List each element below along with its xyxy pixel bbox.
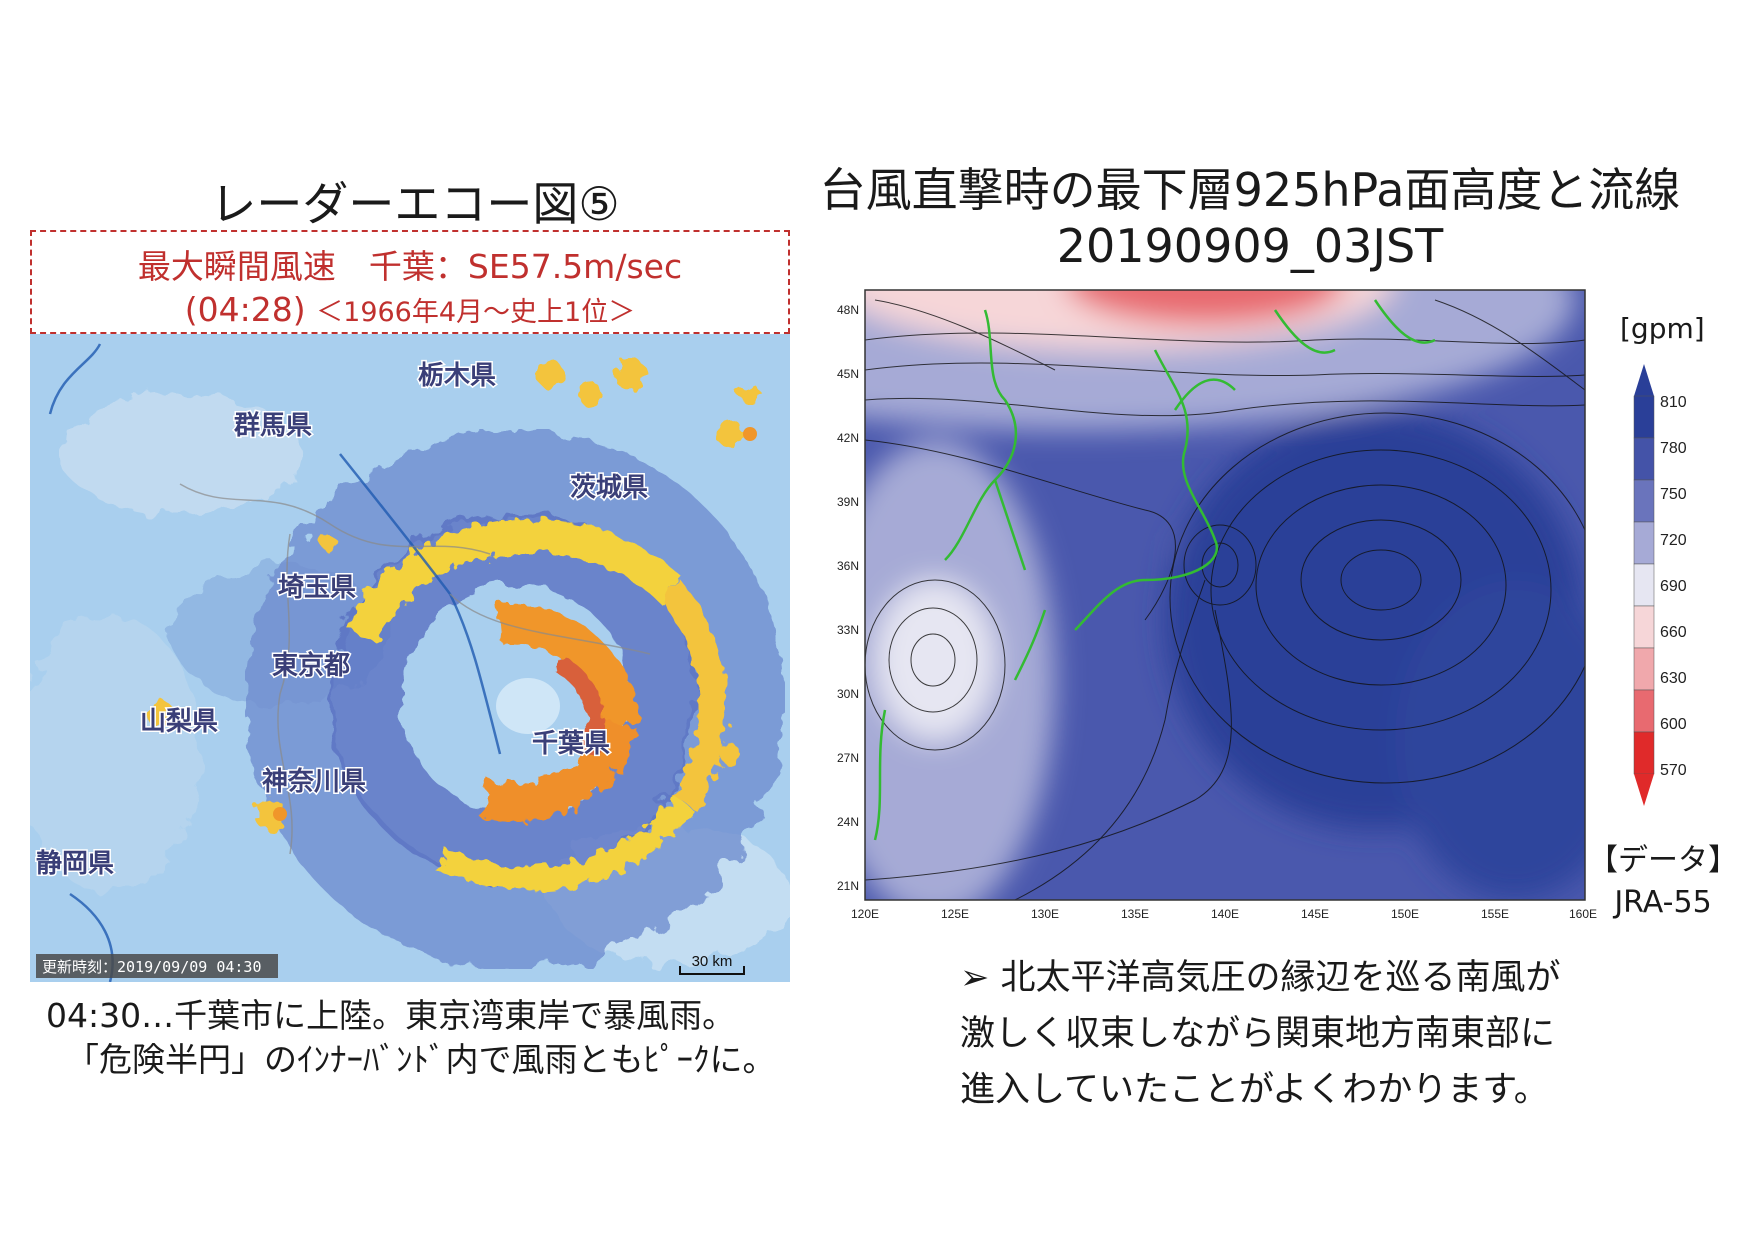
pref-label: 埼玉県 <box>278 572 356 602</box>
lat-tick: 39N <box>837 495 859 509</box>
lon-tick: 150E <box>1391 907 1419 921</box>
lat-tick: 30N <box>837 687 859 701</box>
lat-tick: 48N <box>837 303 859 317</box>
streamline-title-line1: 台風直撃時の最下層925hPa面高度と流線 <box>819 163 1681 217</box>
streamline-title: 台風直撃時の最下層925hPa面高度と流線 20190909_03JST <box>770 162 1730 274</box>
lon-tick: 160E <box>1569 907 1597 921</box>
max-gust-box: 最大瞬間風速 千葉：SE57.5m/sec (04:28) ＜1966年4月～史… <box>30 230 790 334</box>
colorbar-level: 720 <box>1660 532 1687 549</box>
lon-tick: 145E <box>1301 907 1329 921</box>
radar-caption: 04:30…千葉市に上陸。東京湾東岸で暴風雨。 「危険半円」のｲﾝﾅｰﾊﾞﾝﾄﾞ… <box>46 994 776 1082</box>
pref-label: 茨城県 <box>570 472 648 502</box>
colorbar-level: 600 <box>1660 716 1687 733</box>
colorbar-level: 660 <box>1660 624 1687 641</box>
colorbar-unit: [gpm] <box>1620 312 1705 345</box>
colorbar-segment <box>1633 521 1655 565</box>
lon-tick: 155E <box>1481 907 1509 921</box>
colorbar-top-arrow <box>1634 364 1654 396</box>
data-source-label: 【データ】 <box>1588 843 1738 878</box>
colorbar-level: 780 <box>1660 440 1687 457</box>
colorbar-level: 690 <box>1660 578 1687 595</box>
pref-label: 神奈川県 <box>262 766 366 796</box>
bullet-icon: ➢ <box>960 958 990 998</box>
radar-echo-map: 栃木県 群馬県 茨城県 埼玉県 東京都 千葉県 山梨県 神奈川県 静岡県 更新時… <box>30 334 790 982</box>
colorbar: 810 780 750 720 690 660 630 600 570 <box>1633 364 1687 806</box>
pref-label: 東京都 <box>272 650 350 680</box>
lon-tick: 140E <box>1211 907 1239 921</box>
colorbar-segment <box>1633 731 1655 775</box>
lat-tick: 21N <box>837 879 859 893</box>
colorbar-segment <box>1633 563 1655 607</box>
pref-label: 栃木県 <box>418 360 496 390</box>
colorbar-bottom-arrow <box>1634 774 1654 806</box>
pref-label: 群馬県 <box>233 410 312 440</box>
pref-label: 千葉県 <box>532 728 610 758</box>
caption-line: 進入していたことがよくわかります。 <box>960 1070 1549 1110</box>
pref-label: 山梨県 <box>140 706 218 736</box>
caption-text: 北太平洋高気圧の縁辺を巡る南風が <box>1000 958 1561 998</box>
pref-label: 静岡県 <box>36 848 114 878</box>
lon-tick: 120E <box>851 907 879 921</box>
colorbar-level: 630 <box>1660 670 1687 687</box>
lon-tick: 125E <box>941 907 969 921</box>
lon-tick: 130E <box>1031 907 1059 921</box>
max-gust-line: 最大瞬間風速 千葉：SE57.5m/sec <box>137 247 683 286</box>
lat-tick: 36N <box>837 559 859 573</box>
colorbar-level: 810 <box>1660 394 1687 411</box>
streamline-caption: ➢ 北太平洋高気圧の縁辺を巡る南風が 激しく収束しながら関東地方南東部に 進入し… <box>960 950 1560 1118</box>
lat-tick: 24N <box>837 815 859 829</box>
height-streamline-map: 48N 45N 42N 39N 36N 33N 30N 27N 24N 21N … <box>837 289 1597 921</box>
scale-label: 30 km <box>692 953 733 970</box>
caption-line: ➢ 北太平洋高気圧の縁辺を巡る南風が <box>960 950 1560 1006</box>
gust-time: (04:28) <box>184 290 306 329</box>
scale-bar <box>679 966 745 975</box>
colorbar-segment <box>1633 437 1655 481</box>
colorbar-level: 570 <box>1660 762 1687 779</box>
colorbar-level: 750 <box>1660 486 1687 503</box>
data-source: 【データ】 JRA-55 <box>1588 840 1738 924</box>
streamline-title-line2: 20190909_03JST <box>1056 219 1444 273</box>
radar-timestamp: 更新時刻：2019/09/09 04:30 <box>42 958 262 976</box>
lat-tick: 45N <box>837 367 859 381</box>
lon-tick: 135E <box>1121 907 1149 921</box>
colorbar-segment <box>1633 395 1655 439</box>
caption-line: 激しく収束しながら関東地方南東部に <box>960 1014 1556 1054</box>
lat-tick: 42N <box>837 431 859 445</box>
radar-title: レーダーエコー図⑤ <box>210 177 620 231</box>
colorbar-segment <box>1633 689 1655 733</box>
gust-record-note: ＜1966年4月～史上1位＞ <box>316 297 636 328</box>
lat-tick: 33N <box>837 623 859 637</box>
gust-time-line: (04:28) ＜1966年4月～史上1位＞ <box>32 290 788 329</box>
caption-line: 「危険半円」のｲﾝﾅｰﾊﾞﾝﾄﾞ内で風雨ともﾋﾟｰｸに。 <box>66 1040 776 1079</box>
caption-line: 04:30…千葉市に上陸。東京湾東岸で暴風雨。 <box>46 996 736 1035</box>
data-source-name: JRA-55 <box>1614 885 1712 920</box>
lat-tick: 27N <box>837 751 859 765</box>
colorbar-segment <box>1633 479 1655 523</box>
colorbar-segment <box>1633 605 1655 649</box>
colorbar-segment <box>1633 647 1655 691</box>
